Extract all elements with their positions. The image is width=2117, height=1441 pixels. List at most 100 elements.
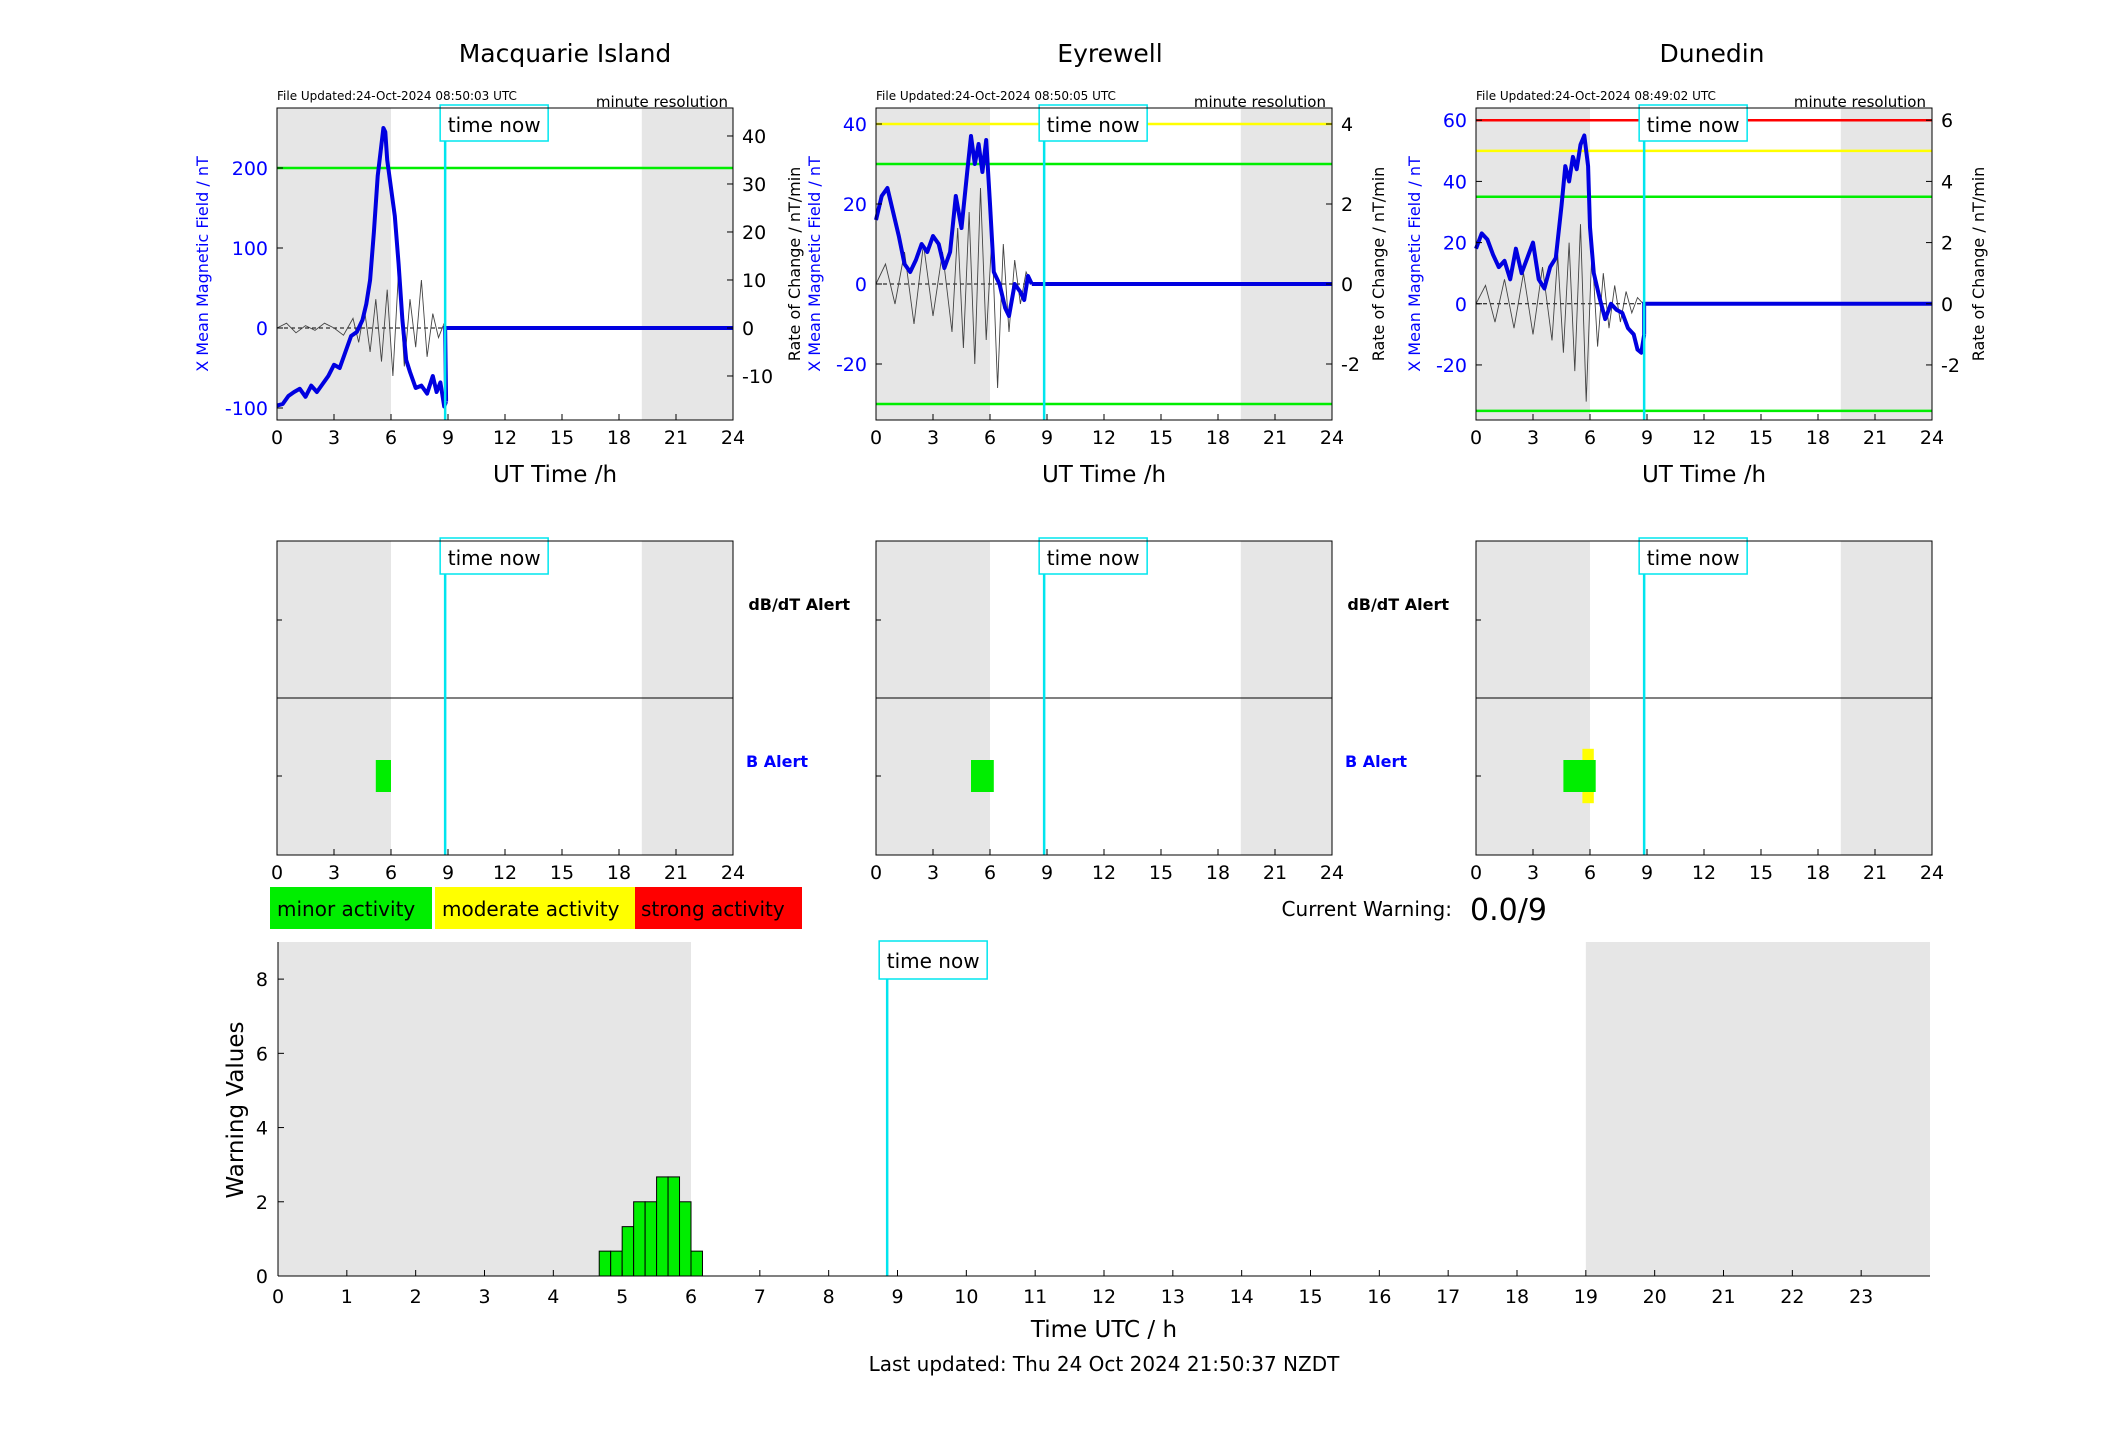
left-tick-label: 100	[232, 238, 268, 260]
left-y-axis-ticks: -20 0 20 40 60	[1436, 110, 1482, 377]
x-tick-label: 0	[272, 1286, 284, 1308]
x-tick-label: 0	[870, 427, 882, 449]
x-tick-label: 6	[984, 862, 996, 884]
x-tick-label: 18	[607, 427, 631, 449]
legend-strong-label: strong activity	[641, 897, 785, 921]
x-tick-label: 0	[870, 862, 882, 884]
station-title: Dunedin	[1660, 39, 1765, 68]
x-axis-ticks: 0 3 6 9 12 15 18 21 24	[870, 414, 1344, 449]
x-tick-label: 12	[1692, 862, 1716, 884]
right-tick-label: 4	[1341, 114, 1353, 136]
right-tick-label: 6	[1941, 110, 1953, 132]
time-now-box	[439, 537, 549, 575]
x-tick-label: 10	[954, 1286, 978, 1308]
x-tick-label: 21	[1863, 427, 1887, 449]
y-tick-label: 8	[256, 969, 268, 991]
station-title: Eyrewell	[1057, 39, 1162, 68]
time-now-marker: time now	[439, 104, 549, 420]
night-band	[641, 108, 733, 420]
x-tick-label: 18	[1206, 427, 1230, 449]
alert-panel-dunedin: time now 0 3 6 9 12 15 18 21 24	[1470, 537, 1944, 884]
x-tick-label: 15	[550, 862, 574, 884]
x-tick-label: 0	[1470, 427, 1482, 449]
x-axis-ticks: 0 3 6 9 12 15 18 21 24	[271, 849, 745, 884]
right-tick-label: 40	[742, 126, 766, 148]
field-series-line	[874, 134, 1034, 318]
right-y-axis-ticks: -2 0 2 4 6	[1926, 110, 1960, 377]
rate-series-line	[276, 270, 445, 377]
x-tick-label: 18	[1206, 862, 1230, 884]
dbdt-alert-label: dB/dT Alert	[1347, 595, 1449, 614]
time-now-box	[1638, 537, 1748, 575]
x-tick-label: 7	[754, 1286, 766, 1308]
x-tick-label: 20	[1643, 1286, 1667, 1308]
x-tick-label: 21	[1863, 862, 1887, 884]
x-tick-label: 18	[1806, 862, 1830, 884]
legend-moderate-label: moderate activity	[442, 897, 620, 921]
time-now-box	[1638, 104, 1748, 142]
right-tick-label: 2	[1341, 194, 1353, 216]
alert-blocks	[1563, 748, 1596, 804]
left-y-axis-ticks: -20 0 20 40	[836, 114, 882, 376]
x-tick-label: 19	[1574, 1286, 1598, 1308]
left-tick-label: 0	[855, 274, 867, 296]
x-tick-label: 0	[271, 862, 283, 884]
x-tick-label: 24	[721, 862, 745, 884]
left-tick-label: 40	[843, 114, 867, 136]
x-tick-label: 12	[1092, 862, 1116, 884]
x-tick-label: 18	[607, 862, 631, 884]
x-tick-label: 3	[927, 862, 939, 884]
x-tick-label: 9	[891, 1286, 903, 1308]
resolution-label: minute resolution	[1794, 93, 1926, 111]
right-y-axis-ticks: -2 0 2 4	[1326, 114, 1360, 376]
warning-bar	[667, 1176, 681, 1277]
legend-minor-swatch	[270, 887, 432, 929]
x-tick-label: 9	[442, 427, 454, 449]
left-tick-label: 200	[232, 158, 268, 180]
dbdt-alert-label: dB/dT Alert	[748, 595, 850, 614]
alert-blocks	[971, 760, 994, 792]
x-tick-label: 6	[685, 1286, 697, 1308]
warning-values-chart: time now 0 1 2 3 4 5 6 7 8 9 10 11 12 13 14 15 16 17 18 19 2…	[223, 940, 1930, 1343]
x-tick-label: 15	[1149, 427, 1173, 449]
x-tick-label: 0	[1470, 862, 1482, 884]
x-tick-label: 12	[493, 862, 517, 884]
time-now-marker: time now	[1638, 537, 1748, 855]
x-tick-label: 18	[1505, 1286, 1529, 1308]
warning-bar	[690, 1250, 703, 1277]
b-alert-label: B Alert	[746, 752, 808, 771]
night-band	[1476, 108, 1590, 420]
x-axis-label: UT Time /h	[493, 462, 617, 488]
y-tick-label: 6	[256, 1043, 268, 1065]
warning-bar	[679, 1201, 692, 1277]
current-warning-value: 0.0/9	[1470, 893, 1547, 928]
left-tick-label: 20	[1443, 233, 1467, 255]
right-tick-label: 0	[1941, 294, 1953, 316]
y-axis-label: Warning Values	[223, 1021, 249, 1198]
right-y-axis-label: Rate of Change / nT/min	[1969, 167, 1988, 362]
time-now-box	[1038, 104, 1148, 142]
x-tick-label: 1	[341, 1286, 353, 1308]
x-tick-label: 18	[1806, 427, 1830, 449]
night-band	[1840, 108, 1932, 420]
right-y-axis-label: Rate of Change / nT/min	[1369, 167, 1388, 362]
night-band	[277, 108, 391, 420]
x-axis-ticks: 0 1 2 3 4 5 6 7 8 9 10 11 12 13 14 15 16 17 18 19 20 21 22 23	[272, 1270, 1873, 1308]
legend-minor-label: minor activity	[277, 897, 415, 921]
x-tick-label: 14	[1230, 1286, 1254, 1308]
x-tick-label: 16	[1367, 1286, 1391, 1308]
x-tick-label: 3	[927, 427, 939, 449]
right-tick-label: 10	[742, 270, 766, 292]
x-tick-label: 9	[1041, 862, 1053, 884]
y-axis-ticks	[876, 619, 881, 777]
left-y-axis-label: X Mean Magnetic Field / nT	[805, 156, 824, 372]
rate-of-change-series	[1475, 224, 1644, 402]
x-tick-label: 24	[1320, 862, 1344, 884]
warning-bar	[621, 1226, 635, 1277]
y-tick-label: 2	[256, 1192, 268, 1214]
night-band	[1585, 942, 1930, 1276]
y-axis-ticks: 0 2 4 6 8	[256, 969, 284, 1288]
threshold-lines	[1476, 118, 1932, 413]
